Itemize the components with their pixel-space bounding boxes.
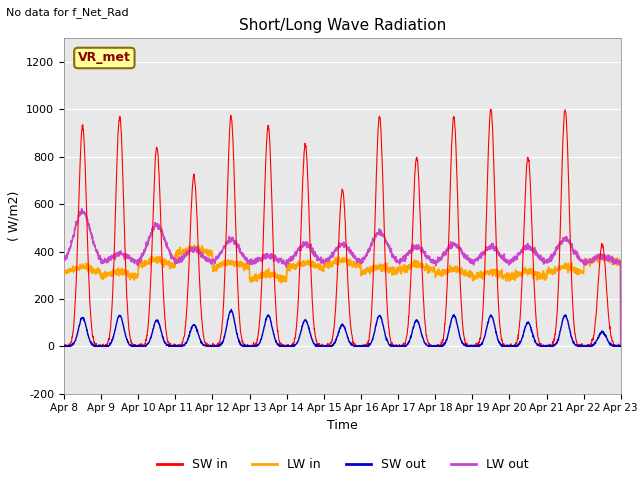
- Y-axis label: ( W/m2): ( W/m2): [8, 191, 20, 241]
- Text: No data for f_Net_Rad: No data for f_Net_Rad: [6, 7, 129, 18]
- Text: VR_met: VR_met: [78, 51, 131, 64]
- Legend: SW in, LW in, SW out, LW out: SW in, LW in, SW out, LW out: [152, 453, 533, 476]
- X-axis label: Time: Time: [327, 419, 358, 432]
- Title: Short/Long Wave Radiation: Short/Long Wave Radiation: [239, 18, 446, 33]
